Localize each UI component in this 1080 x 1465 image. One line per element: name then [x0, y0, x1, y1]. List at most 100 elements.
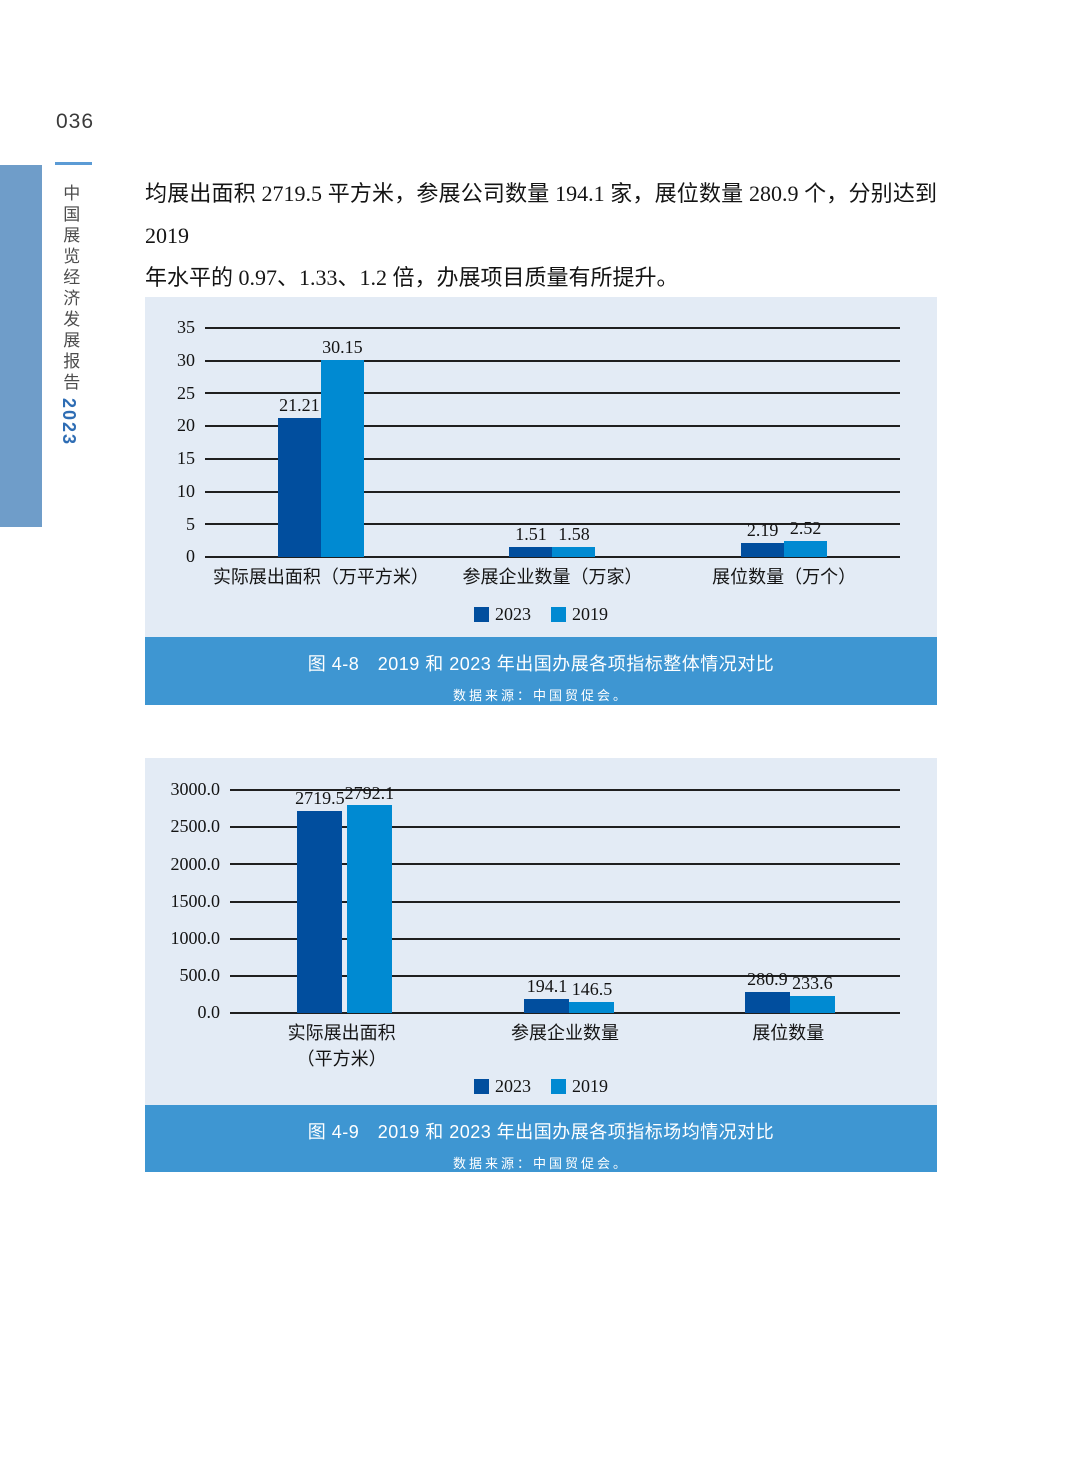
bar-column: 2.52 — [784, 328, 828, 557]
gridline — [205, 556, 900, 558]
bar-2023 — [741, 542, 785, 557]
gridline — [230, 937, 900, 940]
bar-2023 — [297, 810, 343, 1013]
bar-value-label: 194.1 — [526, 975, 568, 996]
y-tick-label: 2500.0 — [170, 816, 221, 837]
body-paragraph: 均展出面积 2719.5 平方米，参展公司数量 194.1 家，展位数量 280… — [145, 173, 937, 299]
x-category-label: 参展企业数量（万家） — [462, 567, 643, 587]
bar-value-label: 2719.5 — [295, 788, 345, 809]
bar-2019 — [789, 995, 835, 1013]
bar-2023 — [277, 418, 321, 557]
bar-group: 2.19 2.52 — [741, 328, 828, 557]
plot-area: 2719.5 2792.1 194.1 146.5 280.9 233.6 — [230, 783, 900, 1014]
bar-value-label: 21.21 — [279, 395, 320, 416]
bar-groups: 2719.5 2792.1 194.1 146.5 280.9 233.6 — [230, 783, 900, 1013]
bar-2023 — [509, 547, 553, 557]
gridline — [205, 425, 900, 428]
bar-group: 21.21 30.15 — [277, 328, 364, 557]
chart-panel: 0.0 500.0 1000.0 1500.0 2000.0 2500.0 3000.0 2… — [145, 758, 937, 1105]
sidebar-rule — [55, 162, 92, 165]
figure-title: 图 4-9 2019 和 2023 年出国办展各项指标场均情况对比 — [307, 1122, 775, 1142]
x-category-label: 实际展出面积 （平方米） — [287, 1023, 396, 1070]
gridline — [205, 523, 900, 526]
y-tick-label: 0 — [186, 546, 195, 567]
y-tick-label: 30 — [177, 349, 195, 370]
bar-value-label: 280.9 — [747, 969, 788, 990]
gridline — [205, 457, 900, 460]
bar-value-label: 1.51 — [515, 524, 547, 545]
y-tick-label: 1500.0 — [170, 890, 221, 911]
y-tick-label: 15 — [177, 448, 195, 469]
bar-2019 — [320, 359, 364, 557]
bar-group: 194.1 146.5 — [524, 790, 615, 1013]
x-axis-labels: 实际展出面积 （平方米） 参展企业数量 展位数量 — [230, 1013, 900, 1072]
x-category-label: 参展企业数量 — [510, 1023, 619, 1043]
bar-value-label: 2792.1 — [344, 782, 395, 803]
left-accent-bar — [0, 165, 42, 527]
legend-swatch — [551, 607, 566, 623]
y-axis-ticks: 0 5 10 15 20 25 30 35 — [145, 317, 205, 566]
bar-column: 194.1 — [524, 790, 570, 1013]
bar-value-label: 2.52 — [789, 517, 822, 538]
y-tick-label: 3000.0 — [170, 779, 221, 800]
y-tick-label: 500.0 — [179, 965, 221, 986]
legend: 2023 2019 — [145, 1076, 937, 1097]
y-tick-label: 25 — [177, 382, 195, 403]
bar-value-label: 146.5 — [571, 979, 613, 1000]
legend-label: 2019 — [572, 1076, 608, 1097]
plot-row: 0 5 10 15 20 25 30 35 21.21 30.15 1.51 1.58 2.19 2.5… — [145, 317, 937, 566]
caption-band: 图 4-8 2019 和 2023 年出国办展各项指标整体情况对比 数据来源：中… — [145, 637, 937, 705]
caption-band: 图 4-9 2019 和 2023 年出国办展各项指标场均情况对比 数据来源：中… — [145, 1105, 937, 1172]
legend-item: 2019 — [551, 1076, 608, 1097]
sidebar-title-block: 中国展览经济发展报告 2023 — [56, 184, 81, 446]
y-tick-label: 20 — [177, 415, 195, 436]
bar-column: 146.5 — [569, 790, 615, 1013]
gridline — [205, 327, 900, 329]
legend-item: 2019 — [551, 604, 608, 625]
sidebar-title: 中国展览经济发展报告 — [60, 184, 80, 394]
gridline — [230, 900, 900, 903]
paragraph-line-1: 均展出面积 2719.5 平方米，参展公司数量 194.1 家，展位数量 280… — [145, 181, 937, 248]
x-category-label: 展位数量 — [752, 1023, 825, 1043]
legend: 2023 2019 — [145, 604, 937, 625]
bar-column: 2792.1 — [345, 783, 394, 1013]
legend-label: 2023 — [495, 1076, 531, 1097]
bar-column: 280.9 — [744, 790, 790, 1013]
plot-row: 0.0 500.0 1000.0 1500.0 2000.0 2500.0 3000.0 2… — [145, 779, 937, 1022]
bar-2023 — [744, 992, 790, 1013]
legend-swatch — [474, 607, 489, 623]
y-axis-ticks: 0.0 500.0 1000.0 1500.0 2000.0 2500.0 3000.0 — [145, 779, 230, 1022]
bar-column: 233.6 — [789, 790, 835, 1013]
gridline — [230, 826, 900, 829]
y-tick-label: 1000.0 — [170, 927, 221, 948]
gridline — [205, 490, 900, 493]
page-number: 036 — [56, 110, 95, 133]
bar-column: 21.21 — [277, 328, 321, 557]
bar-column: 30.15 — [320, 328, 364, 557]
paragraph-line-2: 年水平的 0.97、1.33、1.2 倍，办展项目质量有所提升。 — [145, 265, 679, 290]
y-tick-label: 35 — [177, 317, 195, 338]
bar-groups: 21.21 30.15 1.51 1.58 2.19 2.52 — [205, 328, 900, 557]
bar-column: 1.51 — [509, 328, 553, 557]
legend-swatch — [474, 1079, 489, 1095]
x-category-label: 实际展出面积（万平方米） — [212, 567, 429, 587]
bar-2023 — [524, 998, 570, 1013]
legend-swatch — [551, 1079, 566, 1095]
figure-title: 图 4-8 2019 和 2023 年出国办展各项指标整体情况对比 — [307, 654, 775, 674]
bar-value-label: 2.19 — [746, 519, 779, 540]
bar-value-label: 1.58 — [558, 523, 590, 544]
bar-column: 2.19 — [741, 328, 785, 557]
bar-group: 280.9 233.6 — [744, 790, 835, 1013]
y-tick-label: 2000.0 — [170, 853, 221, 874]
figure-source: 数据来源：中国贸促会。 — [452, 1156, 629, 1171]
legend-label: 2023 — [495, 604, 531, 625]
legend-item: 2023 — [474, 1076, 531, 1097]
bar-2019 — [784, 540, 828, 557]
x-category-label: 展位数量（万个） — [712, 567, 857, 587]
chart-panel: 0 5 10 15 20 25 30 35 21.21 30.15 1.51 1.58 2.19 2.5… — [145, 297, 937, 637]
y-tick-label: 0.0 — [197, 1002, 221, 1023]
bar-group: 1.51 1.58 — [509, 328, 596, 557]
gridline — [205, 359, 900, 362]
gridline — [230, 974, 900, 977]
